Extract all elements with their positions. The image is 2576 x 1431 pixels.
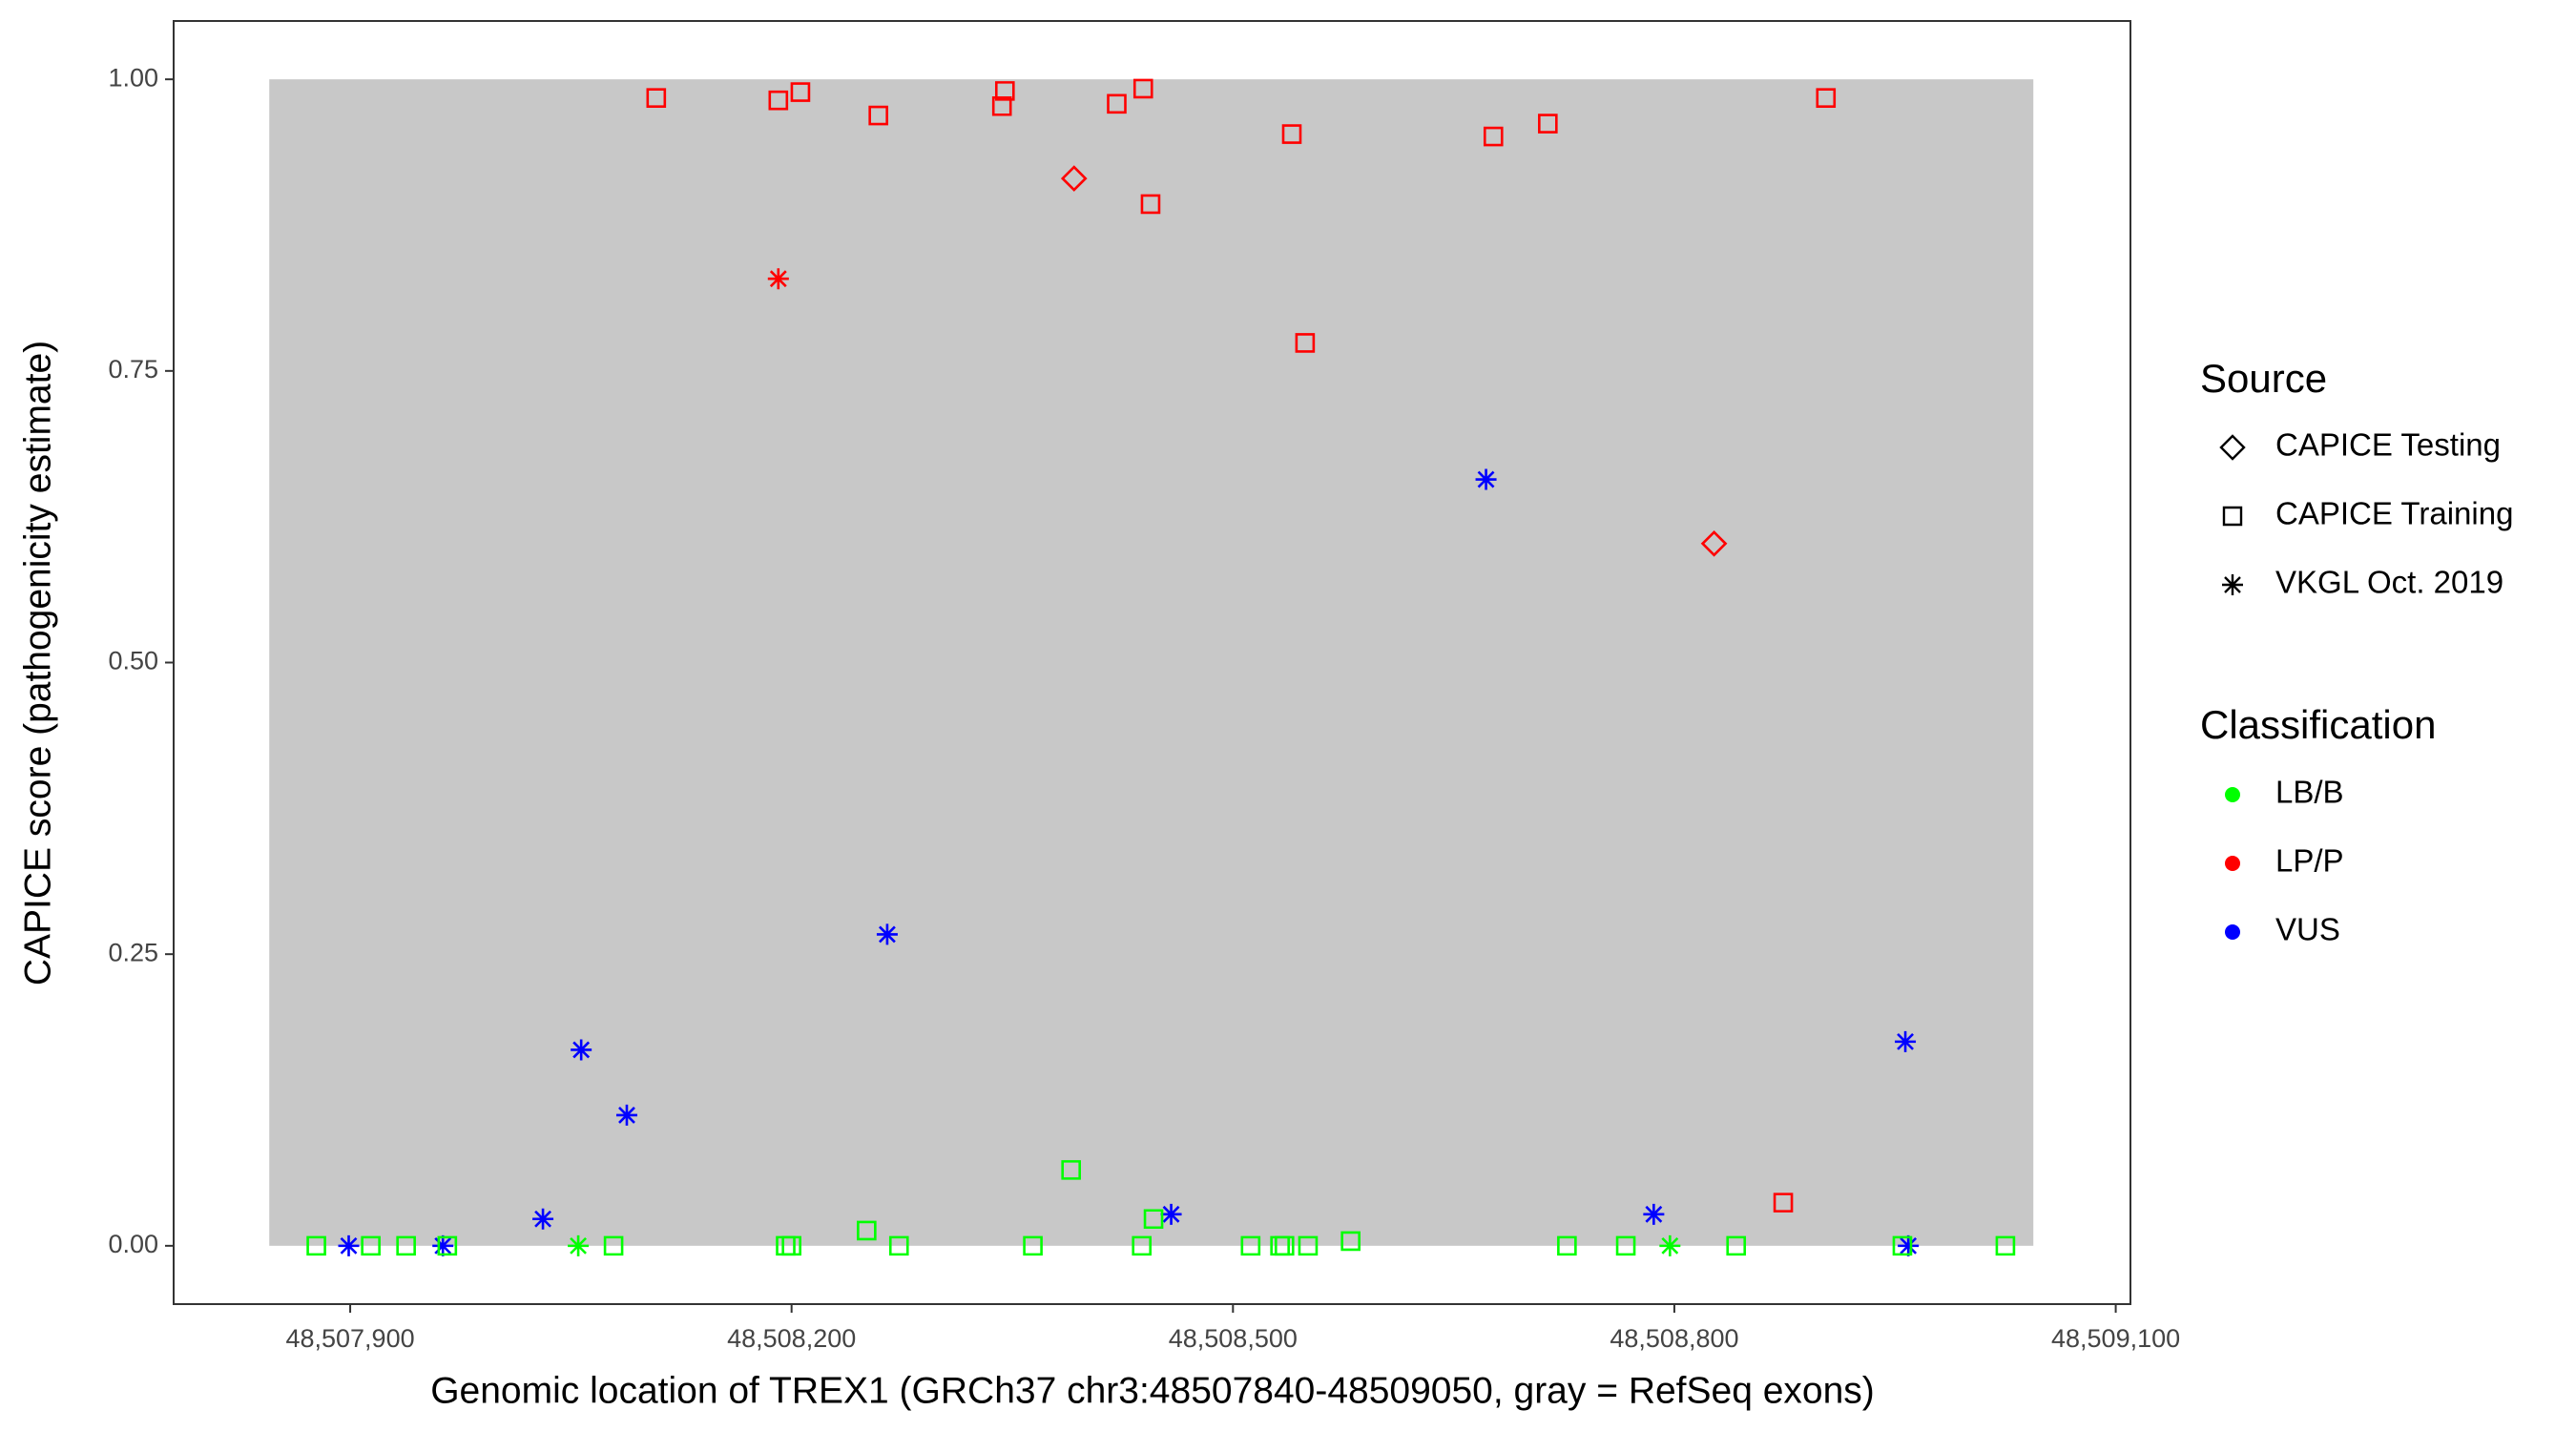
legend-label: VKGL Oct. 2019 [2275, 565, 2503, 600]
point [568, 1234, 590, 1256]
point [1816, 88, 1837, 108]
legend-label: LB/B [2275, 775, 2344, 810]
x-axis-title: Genomic location of TREX1 (GRCh37 chr3:4… [430, 1370, 1875, 1411]
point [868, 105, 888, 126]
legend-title: Classification [2200, 702, 2436, 747]
point [1023, 1235, 1043, 1256]
point [432, 1234, 454, 1256]
point [1140, 194, 1161, 215]
point [603, 1235, 624, 1256]
legend-symbol [2219, 434, 2246, 461]
legend-symbol [2225, 924, 2240, 940]
legend-title: Source [2200, 356, 2327, 401]
point [1538, 114, 1558, 134]
x-tick-label: 48,508,800 [1610, 1324, 1738, 1353]
point [1061, 1160, 1081, 1180]
point [646, 88, 667, 108]
legend-symbol [2225, 856, 2240, 871]
point [857, 1220, 877, 1241]
point [991, 95, 1012, 116]
y-tick-label: 0.50 [108, 647, 158, 675]
point [1615, 1235, 1636, 1256]
point [1143, 1209, 1164, 1230]
point [532, 1208, 554, 1230]
point [306, 1235, 326, 1256]
point [615, 1104, 637, 1126]
point [1700, 529, 1728, 557]
exon-region [269, 79, 2034, 1246]
point [888, 1235, 909, 1256]
legend-symbol [2222, 574, 2243, 595]
point [1659, 1234, 1681, 1256]
point [361, 1235, 381, 1256]
point [1483, 126, 1504, 147]
legend-label: CAPICE Training [2275, 496, 2513, 531]
legend-symbol [2225, 787, 2240, 802]
x-tick-label: 48,509,100 [2051, 1324, 2180, 1353]
point [1892, 1235, 1913, 1256]
point [767, 268, 789, 290]
point [1895, 1030, 1917, 1052]
point [1295, 333, 1316, 353]
point [781, 1235, 801, 1256]
point [1643, 1203, 1665, 1225]
point [1726, 1235, 1747, 1256]
point [1274, 1235, 1295, 1256]
x-tick-label: 48,508,200 [727, 1324, 856, 1353]
panel-border [173, 20, 2131, 1305]
point [1475, 468, 1497, 490]
point [1557, 1235, 1577, 1256]
x-tick-label: 48,508,500 [1169, 1324, 1298, 1353]
point [994, 81, 1015, 101]
point [1060, 165, 1088, 192]
point [1107, 93, 1127, 114]
point [1995, 1235, 2016, 1256]
point [768, 90, 789, 111]
point [338, 1234, 360, 1256]
y-axis-title: CAPICE score (pathogenicity estimate) [17, 341, 58, 985]
point [1240, 1235, 1261, 1256]
legend-symbol [2222, 506, 2243, 527]
point [1160, 1203, 1182, 1225]
point [1298, 1235, 1319, 1256]
legend-label: VUS [2275, 912, 2340, 947]
y-tick-label: 0.00 [108, 1230, 158, 1258]
point [1281, 124, 1302, 144]
point [1773, 1192, 1794, 1213]
legend-label: CAPICE Testing [2275, 427, 2501, 463]
point [437, 1235, 458, 1256]
point [1132, 1235, 1153, 1256]
y-tick-label: 0.25 [108, 938, 158, 966]
point [1132, 78, 1153, 99]
point [396, 1235, 416, 1256]
point [1898, 1234, 1920, 1256]
point [876, 923, 898, 945]
point [1340, 1231, 1361, 1252]
point [790, 82, 811, 102]
legend-label: LP/P [2275, 843, 2344, 879]
y-tick-label: 0.75 [108, 355, 158, 384]
point [571, 1039, 592, 1061]
y-tick-label: 1.00 [108, 63, 158, 92]
x-tick-label: 48,507,900 [285, 1324, 414, 1353]
